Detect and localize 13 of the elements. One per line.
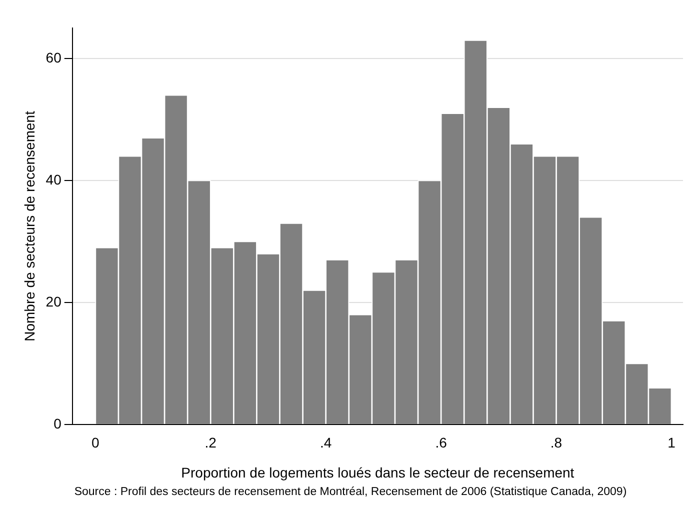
y-tick-label: 20 [46,293,62,310]
x-tick-label: 1 [668,434,676,451]
y-tick-label: 0 [54,415,62,432]
x-tick-label: .4 [320,434,332,451]
x-tick-label: .8 [550,434,562,451]
x-tick-label: .6 [435,434,448,451]
x-axis-title: Proportion de logements loués dans le secteur de recensement [181,464,574,480]
x-tick-label: .2 [204,434,217,451]
y-tick-label: 40 [46,171,62,188]
y-axis-title: Nombre de secteurs de recensement [21,110,38,342]
source-note: Source : Profil des secteurs de recensement de Montréal, Recensement de 2006 (Statistique Canada, 2009) [73,486,628,498]
y-tick-label: 60 [46,49,62,66]
x-tick-label: 0 [92,434,100,451]
